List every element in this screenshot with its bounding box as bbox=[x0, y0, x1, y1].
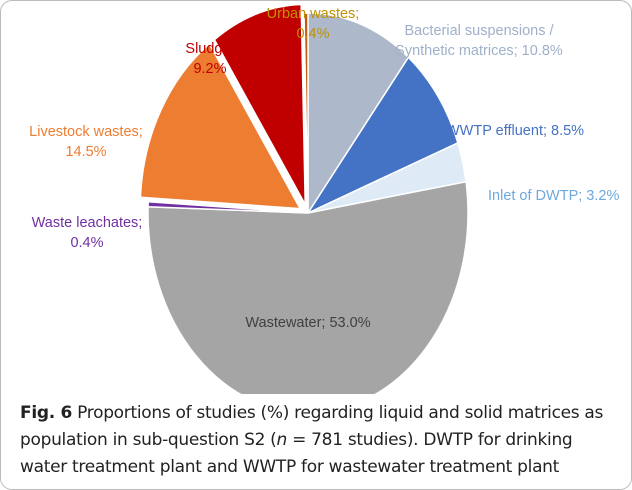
caption-label: Fig. 6 bbox=[20, 403, 72, 423]
slice-label: Wastewater; 53.0% bbox=[245, 315, 370, 331]
caption: Fig. 6 Proportions of studies (%) regard… bbox=[20, 400, 620, 481]
slice-label: Bacterial suspensions / bbox=[404, 23, 554, 39]
slice-label: 0.4% bbox=[296, 26, 329, 42]
slice-label: 9.2% bbox=[193, 61, 226, 77]
slice-label: 0.4% bbox=[70, 235, 103, 251]
slice-label: Livestock wastes; bbox=[29, 124, 143, 140]
slice-label: 14.5% bbox=[65, 144, 106, 160]
slice-label: Waste leachates; bbox=[32, 215, 143, 231]
caption-box: Fig. 6 Proportions of studies (%) regard… bbox=[1, 394, 632, 490]
slice-label: Synthetic matrices; 10.8% bbox=[395, 43, 563, 59]
slice-label: Sludge; bbox=[185, 41, 234, 57]
slice-label: WWTP effluent; 8.5% bbox=[446, 123, 584, 139]
slice-label: Urban wastes; bbox=[267, 6, 360, 22]
caption-variable: n bbox=[277, 430, 287, 450]
pie-slice bbox=[148, 182, 468, 413]
slice-label: Inlet of DWTP; 3.2% bbox=[488, 188, 619, 204]
